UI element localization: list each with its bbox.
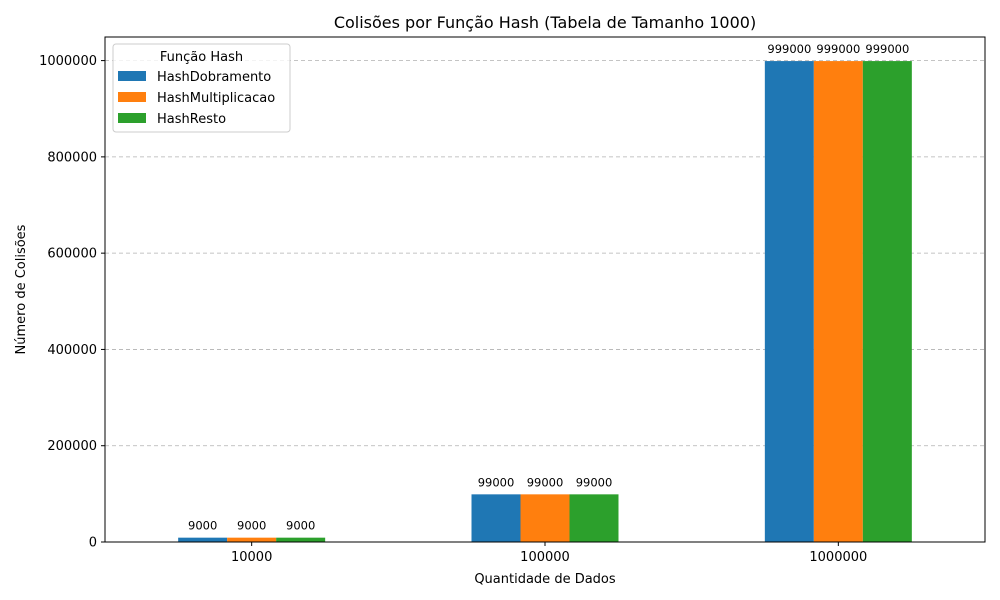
legend-items: HashDobramento HashMultiplicacao HashResto — [118, 70, 275, 127]
y-axis-label: Número de Colisões — [14, 224, 29, 354]
bar-value-label: 9000 — [188, 519, 217, 533]
legend-swatch — [118, 113, 146, 123]
bar — [764, 61, 814, 542]
y-axis-ticks: 0 200000 400000 600000 800000 1000000 — [39, 54, 105, 551]
bar-value-label: 99000 — [478, 475, 515, 489]
y-tick-label: 200000 — [47, 439, 97, 454]
bar — [862, 61, 912, 542]
bar — [813, 61, 863, 542]
legend-entry: HashMultiplicacao — [157, 91, 275, 106]
bar-value-label: 9000 — [286, 519, 315, 533]
y-tick-label: 400000 — [47, 343, 97, 358]
bar — [471, 494, 521, 542]
bar — [227, 537, 277, 542]
legend-box — [112, 43, 291, 133]
data-labels: 9000 9000 9000 99000 99000 99000 999000 999000 9… — [188, 42, 909, 533]
legend-entry: HashDobramento — [157, 70, 271, 85]
bar — [178, 537, 228, 542]
x-axis-label: Quantidade de Dados — [474, 572, 616, 587]
x-axis-ticks: 10000 100000 1000000 — [231, 542, 867, 565]
y-tick-label: 0 — [89, 536, 97, 551]
chart-title: Colisões por Função Hash (Tabela de Tama… — [334, 13, 756, 32]
bar-value-label: 999000 — [816, 42, 860, 56]
bar-value-label: 999000 — [767, 42, 811, 56]
legend-swatch — [118, 92, 146, 102]
bar-value-label: 9000 — [237, 519, 266, 533]
y-tick-label: 1000000 — [39, 54, 97, 69]
legend: Função Hash HashDobramento HashMultiplica… — [112, 43, 291, 133]
bar-value-label: 99000 — [576, 475, 613, 489]
x-tick-label: 1000000 — [809, 550, 867, 565]
bar-value-label: 999000 — [865, 42, 909, 56]
bar — [569, 494, 619, 542]
y-tick-label: 800000 — [47, 150, 97, 165]
bar-value-label: 99000 — [527, 475, 564, 489]
x-tick-label: 10000 — [231, 550, 272, 565]
bar — [520, 494, 570, 542]
x-tick-label: 100000 — [520, 550, 570, 565]
y-tick-label: 600000 — [47, 247, 97, 262]
legend-swatch — [118, 71, 146, 81]
legend-entry: HashResto — [157, 112, 226, 127]
legend-title: Função Hash — [160, 50, 243, 65]
bars — [178, 61, 912, 542]
bar — [276, 537, 326, 542]
